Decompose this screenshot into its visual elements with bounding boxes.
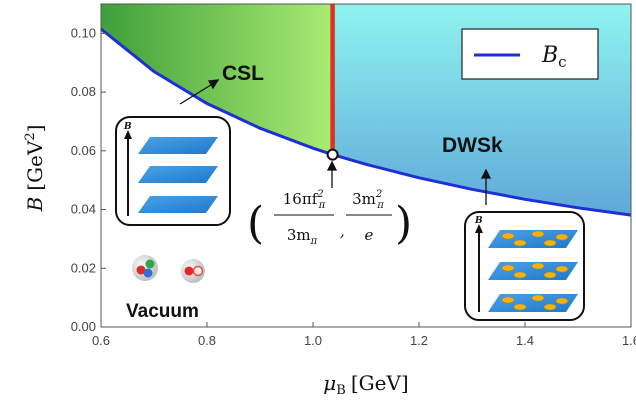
csl-inset-axis-label: B bbox=[123, 122, 132, 132]
x-axis-ticks: 0.6 0.8 1.0 1.2 1.4 1.6 bbox=[92, 322, 636, 348]
formula-first-numerator: 16πf2 π bbox=[283, 189, 326, 211]
csl-sheet-top bbox=[138, 137, 218, 154]
quark-green bbox=[145, 259, 155, 269]
y-tick-label: 0.06 bbox=[71, 143, 96, 158]
csl-sheet-middle bbox=[138, 166, 218, 183]
critical-point-formula: ( 16πf2 π 3mπ , 3m2 π e ) bbox=[247, 189, 412, 249]
formula-second-numerator: 3m2 π bbox=[352, 189, 384, 211]
formula-first-denominator: 3mπ bbox=[287, 226, 318, 247]
skyrmion-dots bbox=[501, 230, 569, 311]
quark-blue bbox=[143, 268, 153, 278]
dwsk-inset: B bbox=[464, 211, 585, 321]
dwsk-label: DWSk bbox=[442, 134, 503, 157]
y-tick-label: 0.04 bbox=[71, 202, 96, 217]
y-axis-label: B[GeV2] bbox=[23, 125, 47, 213]
csl-inset: B bbox=[115, 116, 231, 226]
x-tick-label: 1.4 bbox=[516, 333, 534, 348]
x-tick-label: 1.6 bbox=[622, 333, 636, 348]
plot-frame bbox=[100, 3, 632, 328]
y-tick-label: 0.02 bbox=[71, 260, 96, 275]
csl-inset-axis-arrow bbox=[124, 130, 132, 139]
quark-red bbox=[136, 265, 146, 275]
antiquark-meson bbox=[192, 265, 204, 277]
legend: Bc bbox=[461, 28, 599, 80]
x-tick-label: 0.8 bbox=[198, 333, 216, 348]
csl-sheet-bottom bbox=[138, 196, 218, 213]
vacuum-label: Vacuum bbox=[126, 301, 199, 322]
vacuum-particles bbox=[132, 255, 205, 283]
y-tick-label: 0.08 bbox=[71, 84, 96, 99]
dwsk-inset-axis-label: B bbox=[474, 216, 483, 226]
csl-arrow bbox=[179, 82, 215, 105]
critical-field-curve bbox=[100, 27, 632, 217]
dwsk-inset-axis-arrow bbox=[475, 224, 483, 233]
dwsk-arrow-head bbox=[480, 168, 492, 179]
critical-point-marker bbox=[326, 148, 339, 161]
point-arrow-head bbox=[326, 160, 338, 171]
y-axis-ticks: 0.00 0.02 0.04 0.06 0.08 0.10 bbox=[71, 25, 106, 334]
x-tick-label: 0.6 bbox=[92, 333, 110, 348]
legend-label: Bc bbox=[541, 43, 567, 71]
quark-red-meson bbox=[184, 266, 194, 276]
x-tick-label: 1.2 bbox=[410, 333, 428, 348]
csl-arrow-head bbox=[207, 79, 220, 90]
formula-second-denominator: e bbox=[365, 226, 374, 244]
csl-region bbox=[101, 4, 333, 155]
y-tick-label: 0.00 bbox=[71, 319, 96, 334]
formula-left-paren: ( bbox=[247, 198, 264, 249]
csl-label: CSL bbox=[222, 62, 264, 85]
y-tick-label: 0.10 bbox=[71, 25, 96, 40]
x-axis-label: μB [GeV] bbox=[323, 371, 408, 398]
x-tick-label: 1.0 bbox=[304, 333, 322, 348]
formula-comma: , bbox=[340, 222, 345, 240]
annotation-arrows bbox=[179, 79, 492, 205]
formula-right-paren: ) bbox=[395, 198, 412, 249]
